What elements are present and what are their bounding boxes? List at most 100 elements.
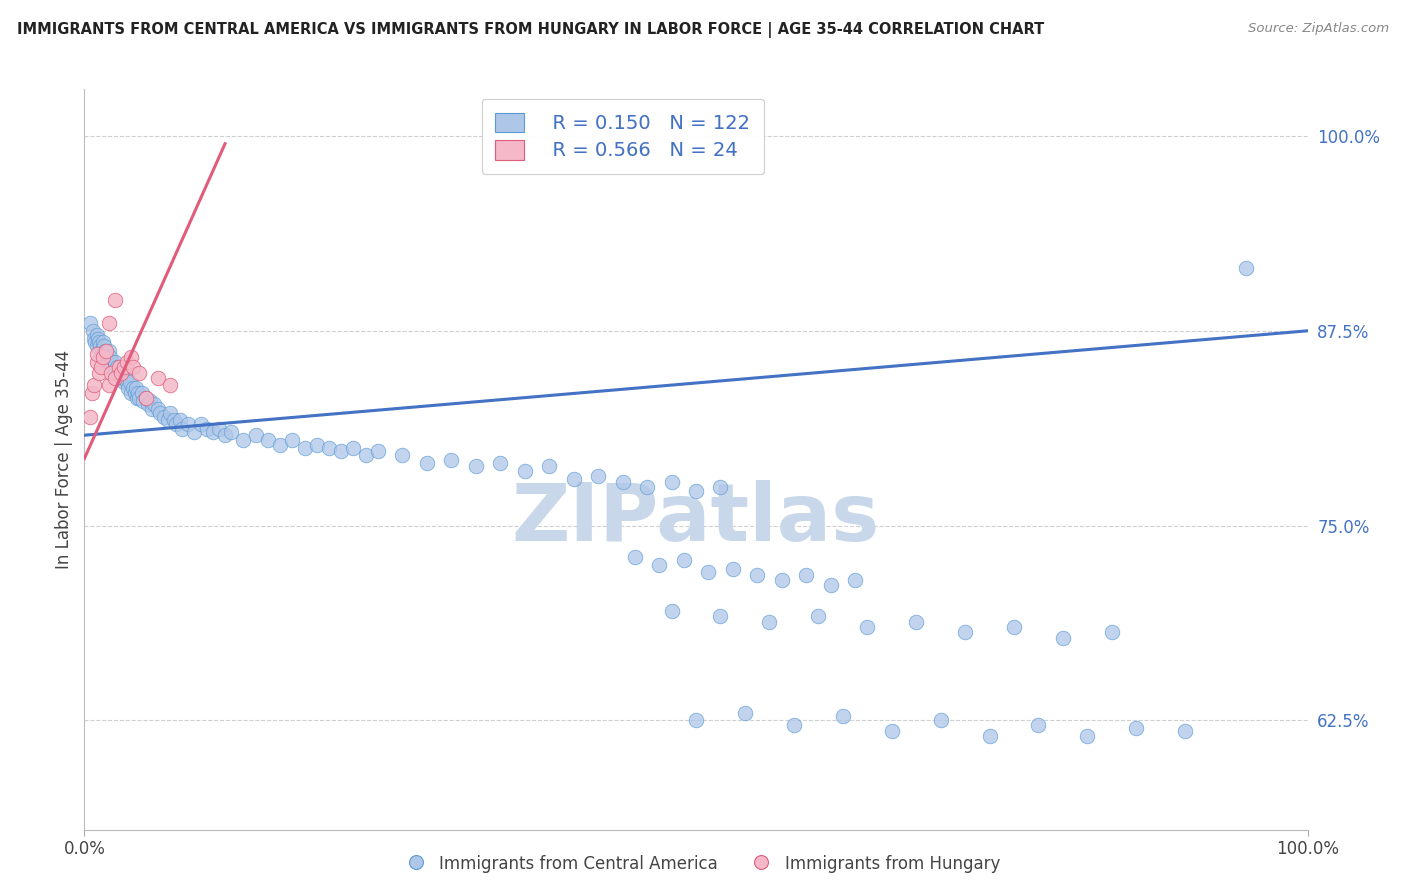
Point xyxy=(257,433,280,447)
Point xyxy=(93,339,115,353)
Point xyxy=(783,718,806,732)
Point xyxy=(1125,721,1147,735)
Point xyxy=(97,344,120,359)
Point xyxy=(120,386,142,401)
Point xyxy=(190,417,212,432)
Point xyxy=(90,359,112,374)
Point xyxy=(245,428,267,442)
Point xyxy=(636,480,658,494)
Point xyxy=(146,370,169,384)
Point xyxy=(97,355,120,369)
Point xyxy=(122,381,145,395)
Point xyxy=(770,573,793,587)
Point xyxy=(758,615,780,630)
Point xyxy=(232,433,254,447)
Point xyxy=(87,366,110,380)
Point xyxy=(169,412,191,426)
Point xyxy=(110,366,132,380)
Point xyxy=(132,393,155,408)
Point xyxy=(86,328,108,343)
Point xyxy=(208,422,231,436)
Point xyxy=(97,378,120,392)
Y-axis label: In Labor Force | Age 35-44: In Labor Force | Age 35-44 xyxy=(55,350,73,569)
Point xyxy=(112,376,135,390)
Point xyxy=(128,366,150,380)
Point xyxy=(86,339,108,353)
Point xyxy=(367,443,389,458)
Point xyxy=(538,459,561,474)
Point xyxy=(489,456,512,470)
Point xyxy=(979,729,1001,743)
Point xyxy=(87,332,110,346)
Point xyxy=(82,324,104,338)
Point xyxy=(648,558,671,572)
Point xyxy=(94,344,117,359)
Legend: Immigrants from Central America, Immigrants from Hungary: Immigrants from Central America, Immigra… xyxy=(399,848,1007,880)
Point xyxy=(83,332,105,346)
Point xyxy=(110,370,132,384)
Point xyxy=(844,573,866,587)
Point xyxy=(624,549,647,564)
Point xyxy=(1236,261,1258,276)
Point xyxy=(661,604,683,618)
Point xyxy=(114,370,136,384)
Point xyxy=(163,412,186,426)
Point xyxy=(91,351,114,365)
Point xyxy=(672,553,695,567)
Point xyxy=(1002,620,1025,634)
Point xyxy=(120,351,142,365)
Point xyxy=(96,344,118,359)
Point xyxy=(103,363,125,377)
Point xyxy=(697,566,720,580)
Point xyxy=(143,397,166,411)
Point xyxy=(91,347,114,361)
Point xyxy=(146,401,169,416)
Point xyxy=(112,359,135,374)
Point xyxy=(159,406,181,420)
Point xyxy=(97,316,120,330)
Point xyxy=(794,568,817,582)
Text: ZIPatlas: ZIPatlas xyxy=(512,480,880,558)
Point xyxy=(141,401,163,416)
Point xyxy=(135,391,157,405)
Point xyxy=(195,422,218,436)
Point xyxy=(269,437,291,451)
Point xyxy=(1076,729,1098,743)
Point xyxy=(214,428,236,442)
Point xyxy=(91,334,114,349)
Point xyxy=(111,366,134,380)
Point xyxy=(661,475,683,489)
Point xyxy=(97,355,120,369)
Point xyxy=(153,409,176,424)
Point xyxy=(165,417,187,432)
Point xyxy=(172,422,194,436)
Point xyxy=(807,609,830,624)
Point xyxy=(880,724,903,739)
Point xyxy=(953,624,976,639)
Point xyxy=(709,480,731,494)
Point xyxy=(391,449,413,463)
Point xyxy=(294,441,316,455)
Point xyxy=(100,359,122,374)
Point xyxy=(124,386,146,401)
Point xyxy=(1101,624,1123,639)
Point xyxy=(122,359,145,374)
Point xyxy=(86,347,108,361)
Point xyxy=(305,437,328,451)
Point xyxy=(79,409,101,424)
Point xyxy=(86,355,108,369)
Point xyxy=(96,351,118,365)
Point xyxy=(685,484,707,499)
Point xyxy=(135,391,157,405)
Point xyxy=(416,456,439,470)
Point xyxy=(562,472,585,486)
Point xyxy=(79,316,101,330)
Point xyxy=(156,412,179,426)
Point xyxy=(440,453,463,467)
Point xyxy=(104,293,127,307)
Point xyxy=(721,562,744,576)
Point xyxy=(905,615,928,630)
Point xyxy=(330,443,353,458)
Point xyxy=(513,464,536,478)
Text: IMMIGRANTS FROM CENTRAL AMERICA VS IMMIGRANTS FROM HUNGARY IN LABOR FORCE | AGE : IMMIGRANTS FROM CENTRAL AMERICA VS IMMIG… xyxy=(17,22,1045,38)
